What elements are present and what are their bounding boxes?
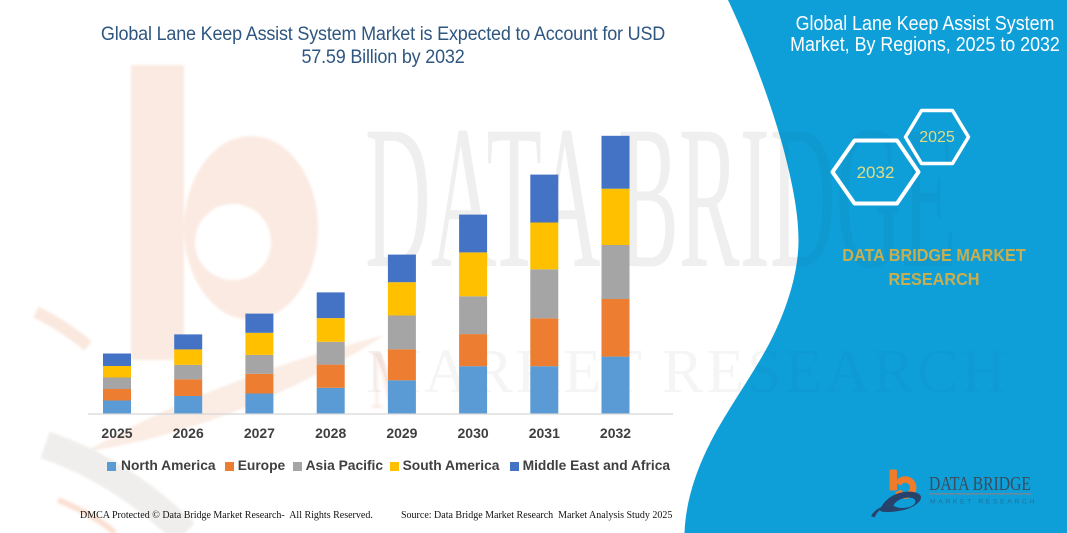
svg-text:MARKET RESEARCH: MARKET RESEARCH	[930, 499, 1037, 506]
svg-text:DATA BRIDGE: DATA BRIDGE	[929, 473, 1031, 495]
